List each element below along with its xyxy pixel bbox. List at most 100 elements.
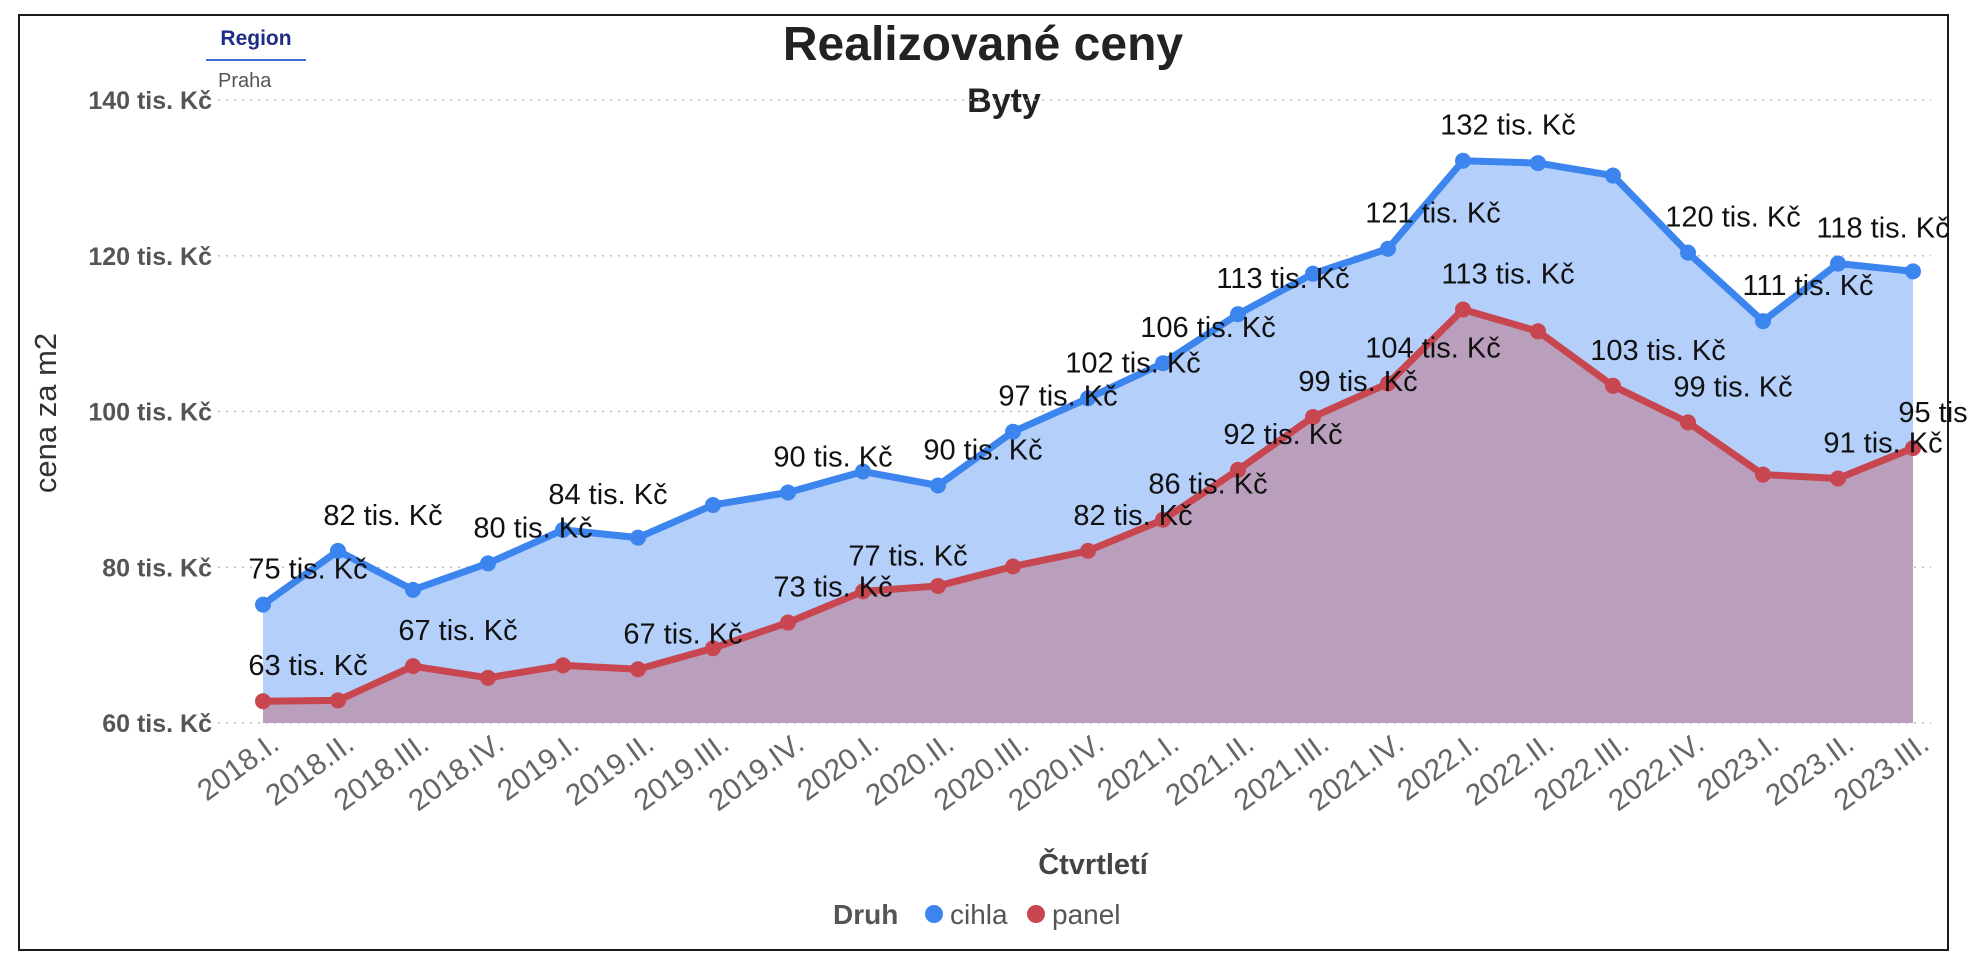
point-panel — [1155, 511, 1171, 528]
data-label-panel: 92 tis. Kč — [1223, 419, 1342, 451]
data-label-cihla: 97 tis. Kč — [998, 381, 1117, 413]
legend: Druh cihla panel — [833, 899, 1121, 930]
slicer-value[interactable]: Praha — [218, 70, 272, 92]
data-label-cihla: 113 tis. Kč — [1216, 263, 1349, 295]
x-axis-ticks: 2018.I.2018.II.2018.III.2018.IV.2019.I.2… — [191, 727, 1935, 818]
point-panel — [405, 658, 421, 675]
point-cihla — [1455, 152, 1471, 169]
slicer-header: Region — [220, 27, 291, 50]
chart-subtitle: Byty — [967, 82, 1041, 120]
point-panel — [480, 669, 496, 686]
data-label-cihla: 118 tis. Kč — [1816, 213, 1949, 245]
x-axis-title: Čtvrtletí — [1038, 847, 1149, 881]
point-panel — [1680, 414, 1696, 431]
point-panel — [330, 692, 346, 709]
point-panel — [555, 657, 571, 674]
data-label-panel: 99 tis. Kč — [1673, 371, 1792, 403]
point-cihla — [255, 596, 271, 613]
point-panel — [1905, 440, 1921, 457]
point-cihla — [930, 477, 946, 494]
point-cihla — [405, 581, 421, 598]
point-cihla — [1755, 313, 1771, 330]
y-tick-label: 140 tis. Kč — [88, 87, 212, 115]
y-tick-label: 120 tis. Kč — [88, 243, 212, 271]
data-label-cihla: 90 tis. Kč — [923, 434, 1042, 466]
y-tick-label: 60 tis. Kč — [102, 710, 212, 738]
point-panel — [855, 583, 871, 600]
series-points — [255, 152, 1921, 710]
data-label-panel: 73 tis. Kč — [773, 572, 892, 604]
legend-marker-panel — [1027, 905, 1045, 923]
data-label-panel: 95 tis. Kč — [1898, 397, 1968, 429]
data-label-cihla: 82 tis. Kč — [323, 500, 442, 532]
point-panel — [1755, 466, 1771, 483]
point-panel — [1605, 377, 1621, 394]
data-label-panel: 67 tis. Kč — [398, 615, 517, 647]
data-label-panel: 104 tis. Kč — [1365, 332, 1500, 364]
data-label-cihla: 84 tis. Kč — [548, 479, 667, 511]
data-label-panel: 77 tis. Kč — [848, 540, 967, 572]
point-cihla — [630, 529, 646, 546]
point-cihla — [1305, 265, 1321, 282]
legend-marker-cihla — [925, 905, 943, 923]
data-label-cihla: 90 tis. Kč — [773, 441, 892, 473]
point-cihla — [480, 555, 496, 572]
point-panel — [705, 640, 721, 657]
point-cihla — [1080, 390, 1096, 407]
point-cihla — [330, 542, 346, 559]
point-cihla — [1605, 167, 1621, 184]
data-label-cihla: 106 tis. Kč — [1140, 312, 1275, 344]
point-panel — [1830, 470, 1846, 487]
point-panel — [1380, 375, 1396, 392]
point-cihla — [705, 496, 721, 513]
data-label-cihla: 102 tis. Kč — [1065, 347, 1200, 379]
data-label-cihla: 75 tis. Kč — [248, 554, 367, 586]
point-cihla — [555, 521, 571, 538]
point-panel — [1455, 301, 1471, 318]
point-panel — [1530, 323, 1546, 340]
point-panel — [1230, 461, 1246, 478]
data-label-cihla: 120 tis. Kč — [1665, 202, 1800, 234]
point-cihla — [1380, 240, 1396, 257]
data-label-cihla: 111 tis. Kč — [1742, 270, 1873, 302]
point-cihla — [1155, 355, 1171, 372]
data-label-cihla: 80 tis. Kč — [473, 512, 592, 544]
data-label-cihla: 121 tis. Kč — [1365, 198, 1500, 230]
data-label-panel: 91 tis. Kč — [1823, 427, 1942, 459]
region-slicer[interactable]: Region Praha — [206, 27, 306, 92]
y-tick-label: 100 tis. Kč — [88, 399, 212, 427]
area-panel — [263, 309, 1913, 723]
point-cihla — [1530, 155, 1546, 172]
data-label-panel: 103 tis. Kč — [1590, 335, 1725, 367]
y-axis-ticks: 60 tis. Kč 80 tis. Kč 100 tis. Kč 120 tis. … — [88, 87, 212, 738]
point-cihla — [855, 463, 871, 480]
series-areas — [263, 160, 1913, 723]
point-panel — [255, 693, 271, 710]
point-cihla — [1905, 263, 1921, 280]
data-label-panel: 63 tis. Kč — [248, 650, 367, 682]
point-cihla — [1005, 423, 1021, 440]
point-panel — [1005, 558, 1021, 575]
point-panel — [780, 614, 796, 631]
legend-label-panel: panel — [1052, 899, 1121, 930]
chart-frame — [18, 14, 1949, 951]
point-cihla — [1230, 306, 1246, 323]
point-cihla — [1830, 255, 1846, 272]
legend-label-cihla: cihla — [950, 899, 1008, 930]
point-panel — [930, 577, 946, 594]
data-label-panel: 67 tis. Kč — [623, 618, 742, 650]
data-label-cihla: 132 tis. Kč — [1440, 110, 1575, 142]
point-panel — [630, 661, 646, 678]
data-label-panel: 82 tis. Kč — [1073, 500, 1192, 532]
y-tick-label: 80 tis. Kč — [102, 554, 212, 582]
point-cihla — [780, 484, 796, 501]
data-label-panel: 99 tis. Kč — [1298, 366, 1417, 398]
data-label-panel: 86 tis. Kč — [1148, 469, 1267, 501]
point-panel — [1080, 542, 1096, 559]
legend-title: Druh — [833, 899, 898, 930]
point-panel — [1305, 408, 1321, 425]
y-axis-title: cena za m2 — [28, 333, 63, 493]
chart-title: Realizované ceny — [783, 18, 1184, 71]
point-cihla — [1680, 244, 1696, 261]
